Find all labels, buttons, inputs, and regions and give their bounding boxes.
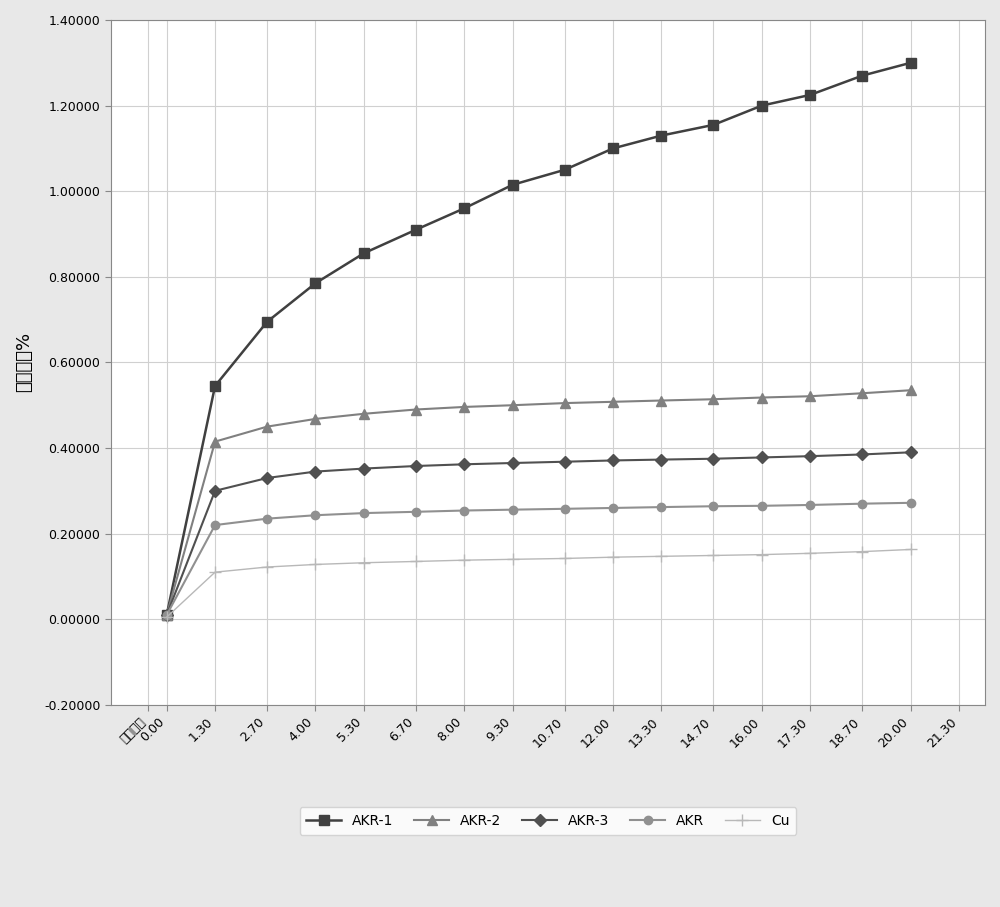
AKR-3 [856, 449, 868, 460]
AKR-3 [559, 456, 571, 467]
Line: AKR-1: AKR-1 [162, 58, 915, 619]
AKR-2 [804, 391, 816, 402]
AKR [458, 505, 470, 516]
Cu [209, 567, 221, 578]
Cu [161, 611, 173, 622]
AKR-1 [209, 381, 221, 392]
AKR-1 [905, 57, 917, 68]
AKR-2 [559, 397, 571, 408]
AKR [161, 610, 173, 620]
AKR-3 [309, 466, 321, 477]
AKR-1 [507, 180, 519, 190]
AKR-2 [905, 385, 917, 395]
AKR [856, 498, 868, 509]
AKR [507, 504, 519, 515]
Legend: AKR-1, AKR-2, AKR-3, AKR, Cu: AKR-1, AKR-2, AKR-3, AKR, Cu [300, 807, 796, 834]
AKR-2 [209, 436, 221, 447]
Cu [804, 548, 816, 559]
AKR-3 [507, 457, 519, 468]
AKR-2 [756, 392, 768, 403]
AKR [261, 513, 273, 524]
AKR-3 [707, 454, 719, 464]
AKR-3 [655, 454, 667, 465]
AKR-1 [358, 248, 370, 258]
AKR-1 [804, 90, 816, 101]
AKR-1 [559, 164, 571, 175]
AKR-1 [410, 224, 422, 235]
AKR-2 [309, 414, 321, 424]
AKR-2 [358, 408, 370, 419]
Cu [756, 549, 768, 560]
Cu [856, 546, 868, 557]
AKR-1 [607, 143, 619, 154]
AKR [707, 501, 719, 512]
AKR [358, 508, 370, 519]
AKR-3 [261, 473, 273, 483]
Cu [507, 554, 519, 565]
Cu [458, 555, 470, 566]
AKR [655, 502, 667, 512]
AKR-2 [410, 404, 422, 414]
AKR-2 [458, 402, 470, 413]
AKR-3 [209, 485, 221, 496]
AKR-1 [707, 120, 719, 131]
AKR-3 [756, 452, 768, 463]
AKR-3 [458, 459, 470, 470]
AKR-3 [410, 461, 422, 472]
Line: AKR: AKR [163, 499, 915, 619]
Cu [261, 561, 273, 572]
AKR-1 [756, 100, 768, 111]
AKR-2 [856, 388, 868, 399]
AKR-2 [507, 400, 519, 411]
Cu [655, 551, 667, 561]
AKR [756, 501, 768, 512]
AKR [410, 506, 422, 517]
AKR [905, 497, 917, 508]
AKR [804, 500, 816, 511]
AKR-3 [358, 463, 370, 474]
Cu [559, 553, 571, 564]
AKR-1 [458, 203, 470, 214]
Cu [410, 556, 422, 567]
AKR-2 [707, 394, 719, 405]
Line: Cu: Cu [161, 544, 916, 623]
AKR-2 [607, 396, 619, 407]
AKR-3 [607, 455, 619, 466]
AKR-3 [161, 610, 173, 620]
Cu [905, 544, 917, 555]
Line: AKR-2: AKR-2 [162, 385, 915, 619]
Cu [309, 559, 321, 570]
Y-axis label: 螬变变形%: 螬变变形% [15, 332, 33, 393]
AKR [559, 503, 571, 514]
AKR-2 [655, 395, 667, 406]
AKR [309, 510, 321, 521]
AKR [209, 520, 221, 531]
AKR-2 [261, 421, 273, 432]
AKR [607, 502, 619, 513]
Cu [607, 551, 619, 562]
AKR-1 [856, 70, 868, 81]
Line: AKR-3: AKR-3 [163, 448, 915, 619]
AKR-1 [161, 610, 173, 620]
AKR-3 [804, 451, 816, 462]
AKR-3 [905, 447, 917, 458]
Cu [707, 550, 719, 561]
AKR-1 [309, 278, 321, 288]
Cu [358, 557, 370, 568]
AKR-1 [261, 317, 273, 327]
AKR-2 [161, 610, 173, 620]
AKR-1 [655, 130, 667, 141]
